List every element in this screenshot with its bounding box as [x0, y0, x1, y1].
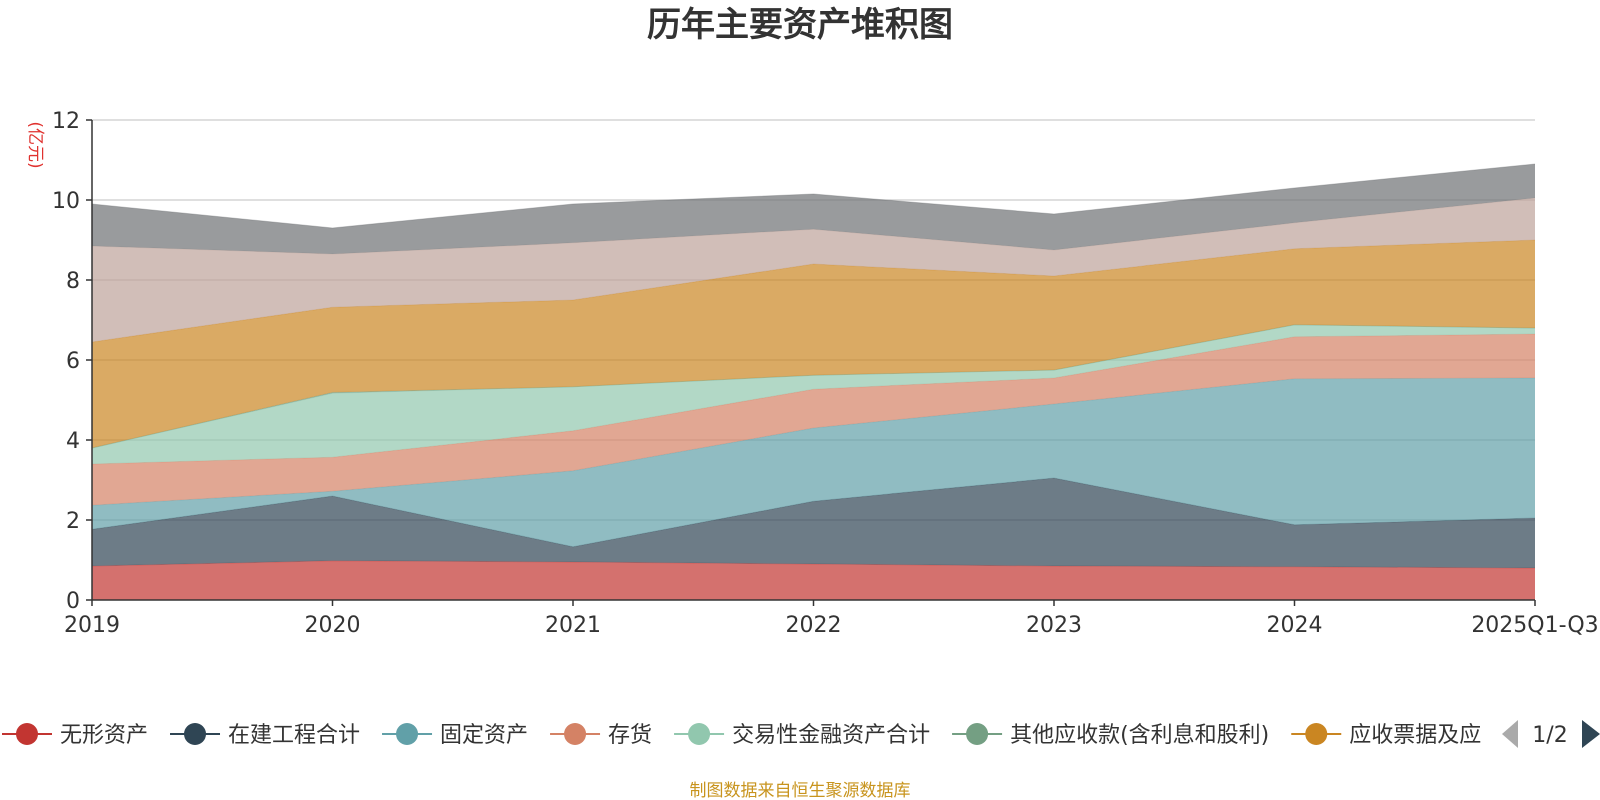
legend-label: 交易性金融资产合计	[732, 723, 930, 748]
area-series-8[interactable]	[92, 198, 1535, 342]
y-axis-unit: (亿元)	[25, 121, 45, 168]
x-tick-label: 2019	[64, 613, 120, 638]
x-tick-label: 2022	[786, 613, 842, 638]
chart-title: 历年主要资产堆积图	[647, 5, 953, 45]
y-tick-label: 4	[66, 429, 80, 454]
legend-next-page-icon[interactable]	[1582, 720, 1600, 748]
legend: 无形资产 在建工程合计 固定资产 存货 交易性金融资产合计 其他应收款(含利息和股利) 应收…	[2, 723, 1547, 748]
legend-item[interactable]: 固定资产	[382, 723, 528, 748]
legend-item[interactable]: 应收票据及应收账款	[1291, 723, 1547, 748]
legend-item[interactable]: 交易性金融资产合计	[674, 723, 930, 748]
legend-pager: 1/2	[1502, 720, 1600, 748]
y-tick-label: 2	[66, 509, 80, 534]
area-series-9[interactable]	[92, 164, 1535, 254]
legend-prev-page-icon[interactable]	[1502, 720, 1518, 748]
x-tick-label: 2024	[1267, 613, 1323, 638]
y-tick-label: 6	[66, 349, 80, 374]
legend-item[interactable]: 无形资产	[2, 723, 148, 748]
legend-label: 无形资产	[60, 723, 148, 748]
legend-marker-icon	[564, 723, 587, 745]
legend-marker-icon	[966, 723, 989, 745]
area-series-edge	[91, 163, 1536, 229]
area-series-7[interactable]	[92, 240, 1535, 448]
area-series-1[interactable]	[92, 560, 1535, 600]
x-tick-label: 2021	[545, 613, 601, 638]
x-tick-label: 2020	[305, 613, 361, 638]
x-tick-label: 2023	[1026, 613, 1082, 638]
legend-item[interactable]: 在建工程合计	[170, 723, 360, 748]
legend-label: 其他应收款(含利息和股利)	[1010, 723, 1269, 748]
y-tick-label: 8	[66, 269, 80, 294]
y-tick-label: 10	[52, 189, 80, 214]
axes: 0 2 4 6 8 10 12 2019 2020 2021 2022 2023 2024 2025Q1-…	[52, 109, 1599, 638]
area-series-4[interactable]	[92, 334, 1535, 506]
legend-marker-icon	[1305, 723, 1328, 745]
area-series-3[interactable]	[92, 378, 1535, 547]
legend-label: 应收票据及应收账款	[1349, 723, 1547, 748]
y-tick-label: 0	[66, 589, 80, 614]
legend-label: 在建工程合计	[228, 723, 360, 748]
legend-item[interactable]: 存货	[550, 723, 652, 748]
legend-marker-icon	[184, 723, 207, 745]
source-note: 制图数据来自恒生聚源数据库	[690, 781, 911, 800]
x-tick-label: 2025Q1-Q3	[1471, 613, 1598, 638]
legend-page-indicator: 1/2	[1532, 723, 1567, 748]
area-series	[91, 163, 1536, 600]
legend-marker-icon	[396, 723, 419, 745]
legend-item[interactable]: 其他应收款(含利息和股利)	[952, 723, 1269, 748]
y-tick-label: 12	[52, 109, 80, 134]
legend-label: 存货	[608, 723, 652, 748]
legend-marker-icon	[688, 723, 711, 745]
legend-marker-icon	[16, 723, 38, 745]
area-series-2[interactable]	[92, 478, 1535, 568]
legend-label: 固定资产	[440, 723, 528, 748]
area-series-5[interactable]	[92, 324, 1535, 464]
